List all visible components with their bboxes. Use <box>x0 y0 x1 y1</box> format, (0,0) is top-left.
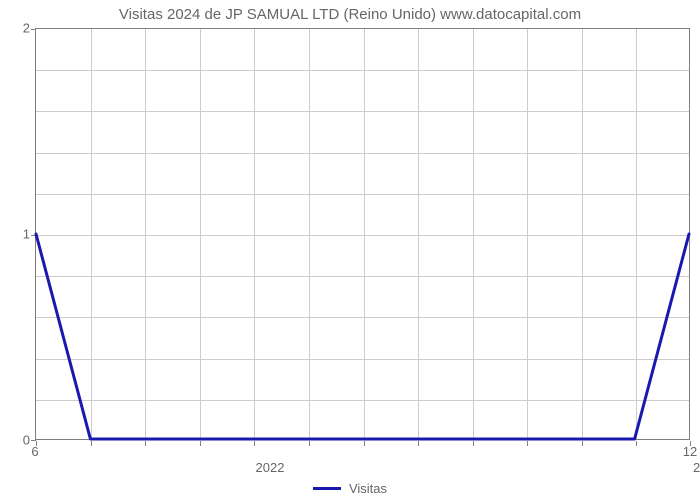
x-tickmark <box>418 441 419 446</box>
x-right-label: 12 <box>683 444 697 459</box>
x-tickmark <box>582 441 583 446</box>
y-tick-2: 2 <box>23 21 30 36</box>
x-tickmark <box>636 441 637 446</box>
x-tickmark <box>200 441 201 446</box>
x-tickmark <box>364 441 365 446</box>
y-tick-0: 0 <box>23 433 30 448</box>
x-tickmark <box>91 441 92 446</box>
chart-container: Visitas 2024 de JP SAMUAL LTD (Reino Uni… <box>0 0 700 500</box>
chart-title: Visitas 2024 de JP SAMUAL LTD (Reino Uni… <box>0 6 700 23</box>
plot-area <box>35 28 690 440</box>
legend-item: Visitas <box>313 481 387 496</box>
legend: Visitas <box>0 477 700 496</box>
x-secondary-right-label: 202 <box>693 460 700 475</box>
legend-label: Visitas <box>349 481 387 496</box>
data-line <box>36 29 689 439</box>
x-tickmark <box>527 441 528 446</box>
x-tickmark <box>145 441 146 446</box>
x-left-label: 6 <box>31 444 38 459</box>
x-tickmark <box>254 441 255 446</box>
x-tickmark <box>309 441 310 446</box>
x-center-label: 2022 <box>256 460 285 475</box>
legend-swatch <box>313 487 341 490</box>
x-tickmark <box>473 441 474 446</box>
y-tick-1: 1 <box>23 227 30 242</box>
